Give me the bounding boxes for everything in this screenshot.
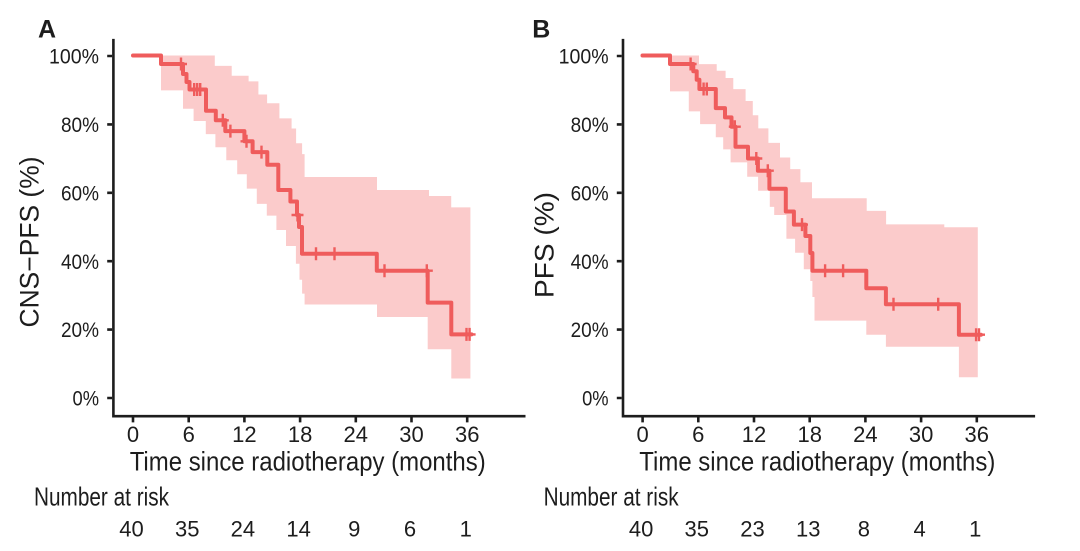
svg-text:24: 24 xyxy=(853,422,877,447)
svg-text:24: 24 xyxy=(231,517,255,542)
svg-text:6: 6 xyxy=(183,422,195,447)
svg-text:36: 36 xyxy=(965,422,989,447)
svg-text:36: 36 xyxy=(455,422,479,447)
svg-text:18: 18 xyxy=(288,422,312,447)
svg-text:1: 1 xyxy=(460,517,472,542)
svg-text:A: A xyxy=(38,15,56,43)
svg-text:60%: 60% xyxy=(61,182,99,205)
svg-text:80%: 80% xyxy=(61,114,99,137)
svg-text:CNS−PFS (%): CNS−PFS (%) xyxy=(14,157,44,328)
svg-text:20%: 20% xyxy=(571,319,609,342)
svg-text:20%: 20% xyxy=(61,319,99,342)
svg-text:PFS (%): PFS (%) xyxy=(530,192,560,298)
svg-text:B: B xyxy=(532,15,550,43)
svg-text:100%: 100% xyxy=(559,46,609,69)
svg-text:14: 14 xyxy=(286,517,310,542)
svg-text:0: 0 xyxy=(636,422,648,447)
svg-text:0%: 0% xyxy=(73,388,100,411)
svg-text:40%: 40% xyxy=(61,251,99,274)
svg-text:30: 30 xyxy=(909,422,933,447)
svg-text:40: 40 xyxy=(629,517,653,542)
svg-text:8: 8 xyxy=(858,517,870,542)
svg-text:Number at risk: Number at risk xyxy=(34,482,170,512)
svg-text:Number at risk: Number at risk xyxy=(544,482,680,512)
svg-text:40: 40 xyxy=(119,517,143,542)
svg-text:4: 4 xyxy=(913,517,925,542)
svg-text:9: 9 xyxy=(348,517,360,542)
svg-text:18: 18 xyxy=(797,422,821,447)
svg-text:12: 12 xyxy=(232,422,256,447)
svg-text:24: 24 xyxy=(344,422,368,447)
svg-text:30: 30 xyxy=(399,422,423,447)
svg-text:Time since radiotherapy (month: Time since radiotherapy (months) xyxy=(639,447,995,477)
svg-text:6: 6 xyxy=(404,517,416,542)
svg-text:35: 35 xyxy=(685,517,709,542)
svg-text:60%: 60% xyxy=(571,182,609,205)
svg-text:0: 0 xyxy=(127,422,139,447)
svg-text:80%: 80% xyxy=(571,114,609,137)
svg-text:100%: 100% xyxy=(49,46,99,69)
svg-text:40%: 40% xyxy=(571,251,609,274)
svg-text:1: 1 xyxy=(969,517,981,542)
svg-text:6: 6 xyxy=(692,422,704,447)
svg-text:13: 13 xyxy=(796,517,820,542)
svg-text:23: 23 xyxy=(740,517,764,542)
svg-text:35: 35 xyxy=(175,517,199,542)
svg-text:12: 12 xyxy=(742,422,766,447)
svg-text:0%: 0% xyxy=(582,388,609,411)
svg-text:Time since radiotherapy (month: Time since radiotherapy (months) xyxy=(130,447,486,477)
